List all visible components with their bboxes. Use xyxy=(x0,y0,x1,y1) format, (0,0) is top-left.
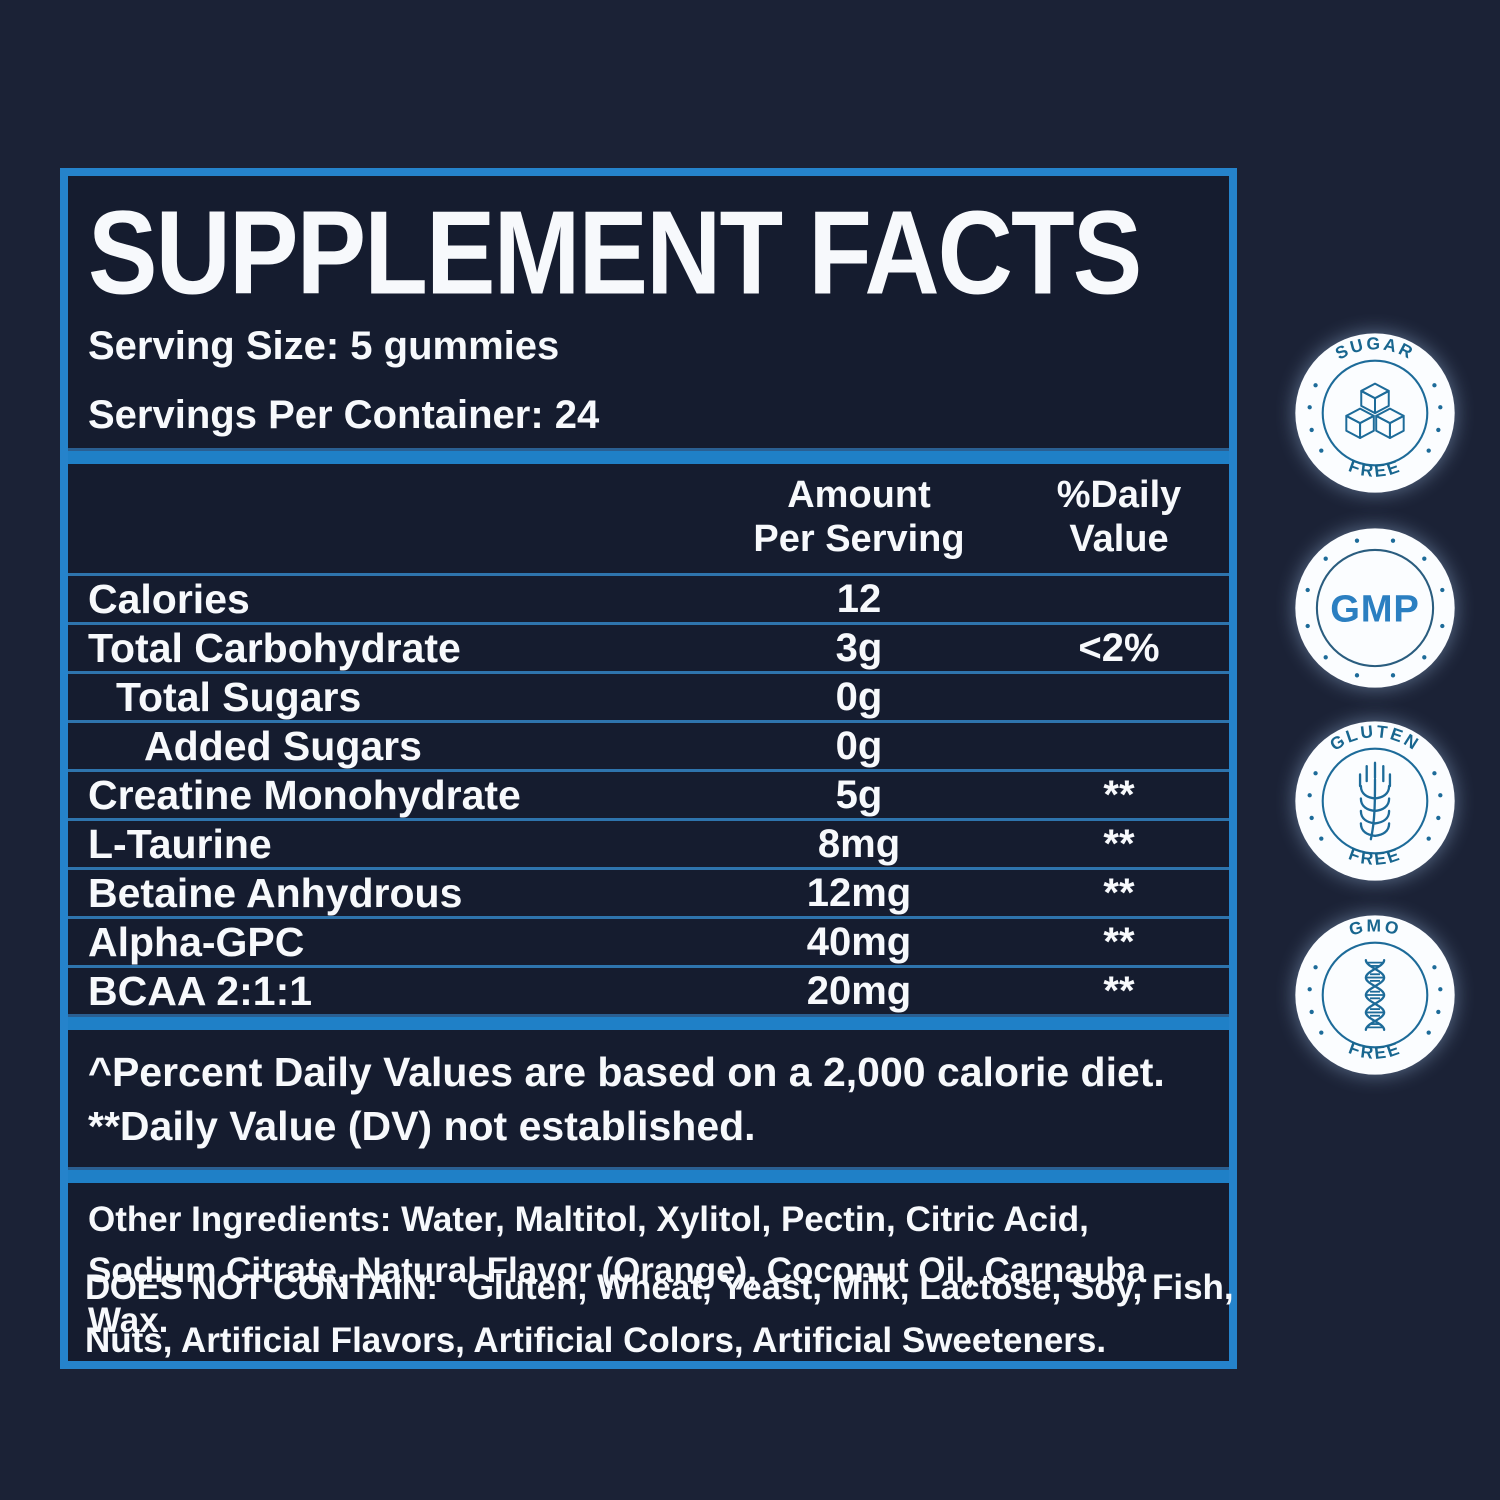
nutrient-name: Added Sugars xyxy=(144,722,422,769)
nutrient-dv: ** xyxy=(1103,968,1135,1013)
dna-icon: GMO FREE xyxy=(1295,915,1455,1075)
section-divider-thick xyxy=(68,1014,1229,1031)
section-divider-thick xyxy=(68,448,1229,464)
section-divider-thick xyxy=(68,1166,1229,1183)
table-row: Total Sugars 0g xyxy=(68,671,1229,720)
footnote-line: ^Percent Daily Values are based on a 2,0… xyxy=(88,1049,1165,1096)
nutrient-dv: <2% xyxy=(1078,625,1160,670)
supplement-facts-panel: SUPPLEMENT FACTS Serving Size: 5 gummies… xyxy=(60,168,1237,1370)
footnote-line: **Daily Value (DV) not established. xyxy=(88,1102,756,1149)
table-row: Calories 12 xyxy=(68,573,1229,622)
nutrient-amount: 40mg xyxy=(806,919,912,964)
gmp-badge: GMP xyxy=(1292,525,1458,691)
nutrient-amount: 0g xyxy=(835,674,883,719)
column-header-daily-value: %Daily Value xyxy=(1056,474,1182,560)
table-row: Added Sugars 0g xyxy=(68,720,1229,769)
serving-size-text: Serving Size: 5 gummies xyxy=(88,324,560,368)
gmp-seal-icon: GMP xyxy=(1295,528,1455,688)
facts-header: SUPPLEMENT FACTS Serving Size: 5 gummies… xyxy=(68,176,1229,448)
nutrient-name: Total Sugars xyxy=(116,673,362,720)
servings-per-container-text: Servings Per Container: 24 xyxy=(88,393,600,437)
nutrient-amount: 3g xyxy=(835,625,883,670)
table-row: Alpha-GPC 40mg ** xyxy=(68,916,1229,965)
other-ingredients-text: Water, Maltitol, Xylitol, Pectin, Citric… xyxy=(88,1199,1146,1341)
nutrient-amount: 12 xyxy=(836,576,882,621)
nutrient-dv: ** xyxy=(1103,919,1135,964)
column-header-amount: Amount Per Serving xyxy=(753,474,965,560)
nutrient-name: Total Carbohydrate xyxy=(88,624,461,671)
nutrient-name: L-Taurine xyxy=(88,820,272,867)
table-row: Total Carbohydrate 3g <2% xyxy=(68,622,1229,671)
table-row: Creatine Monohydrate 5g ** xyxy=(68,769,1229,818)
nutrient-name: Creatine Monohydrate xyxy=(88,771,521,818)
table-row: BCAA 2:1:1 20mg ** xyxy=(68,965,1229,1014)
nutrient-name: Betaine Anhydrous xyxy=(88,869,463,916)
table-column-headers: Amount Per Serving %Daily Value xyxy=(68,464,1229,573)
table-row: L-Taurine 8mg ** xyxy=(68,818,1229,867)
does-not-contain-section: DOES NOT CONTAIN: Gluten, Wheat, Yeast, … xyxy=(85,1262,1285,1367)
nutrient-amount: 5g xyxy=(835,772,883,817)
nutrient-amount: 0g xyxy=(835,723,883,768)
nutrient-amount: 12mg xyxy=(806,870,912,915)
daily-value-footnote: ^Percent Daily Values are based on a 2,0… xyxy=(68,1030,1229,1167)
sugar-cubes-icon: SUGAR FREE xyxy=(1295,333,1455,493)
does-not-contain-label: DOES NOT CONTAIN: xyxy=(85,1268,438,1307)
sugar-free-badge: SUGAR FREE xyxy=(1292,330,1458,496)
nutrient-name: Calories xyxy=(88,575,250,622)
nutrient-amount: 20mg xyxy=(806,968,912,1013)
nutrient-name: BCAA 2:1:1 xyxy=(88,967,313,1014)
nutrient-dv: ** xyxy=(1103,772,1135,817)
nutrient-dv: ** xyxy=(1103,821,1135,866)
gmo-free-badge: GMO FREE xyxy=(1292,912,1458,1078)
nutrient-amount: 8mg xyxy=(817,821,901,866)
gluten-free-badge: GLUTEN FREE xyxy=(1292,718,1458,884)
other-ingredients-section: Other Ingredients: Water, Maltitol, Xyli… xyxy=(68,1183,1198,1361)
nutrient-dv: ** xyxy=(1103,870,1135,915)
page-title: SUPPLEMENT FACTS xyxy=(88,186,1142,320)
nutrient-name: Alpha-GPC xyxy=(88,918,305,965)
other-ingredients-label: Other Ingredients: xyxy=(88,1199,392,1239)
svg-text:GMP: GMP xyxy=(1330,587,1419,630)
nutrient-table: Calories 12 Total Carbohydrate 3g <2% To… xyxy=(68,573,1229,1014)
wheat-icon: GLUTEN FREE xyxy=(1295,721,1455,881)
does-not-contain-text: Gluten, Wheat, Yeast, Milk, Lactose, Soy… xyxy=(85,1268,1234,1360)
table-row: Betaine Anhydrous 12mg ** xyxy=(68,867,1229,916)
